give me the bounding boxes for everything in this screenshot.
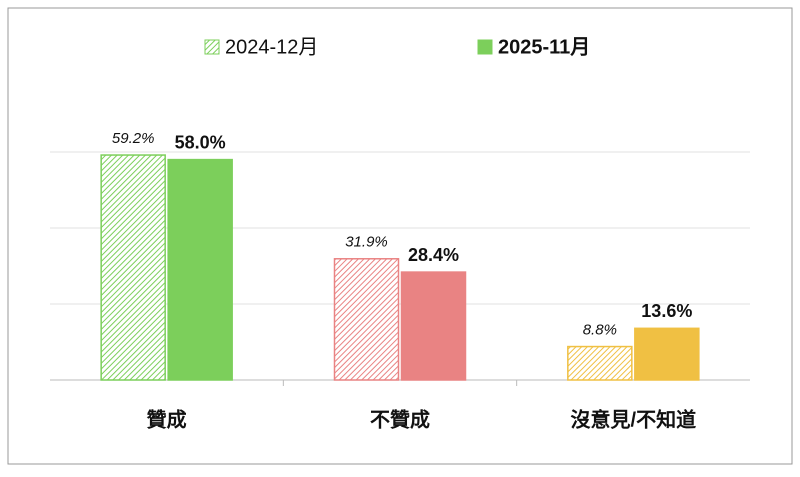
x-tick-label: 沒意見/不知道 [571,407,697,431]
value-label: 59.2% [112,130,155,147]
legend-swatch [477,39,493,55]
value-label: 58.0% [175,132,226,152]
value-label: 8.8% [583,322,617,339]
value-label: 28.4% [408,245,459,265]
x-tick-label: 贊成 [147,407,187,431]
x-tick-label: 不贊成 [370,407,430,431]
bar [100,154,166,381]
bar [634,327,700,381]
bar [333,258,400,381]
value-label: 31.9% [345,234,388,251]
bar [567,345,633,381]
bar [167,158,233,381]
bar [400,271,467,381]
legend-label: 2025-11月 [498,36,590,58]
legend-label: 2024-12月 [225,36,318,58]
value-label: 13.6% [641,301,692,321]
legend-swatch [204,39,220,55]
